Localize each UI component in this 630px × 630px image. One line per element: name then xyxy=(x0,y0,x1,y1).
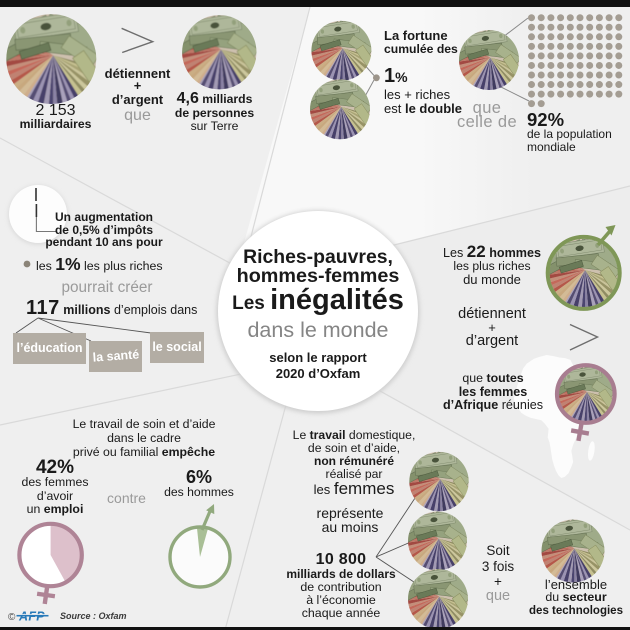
svg-text:©: © xyxy=(8,612,16,623)
